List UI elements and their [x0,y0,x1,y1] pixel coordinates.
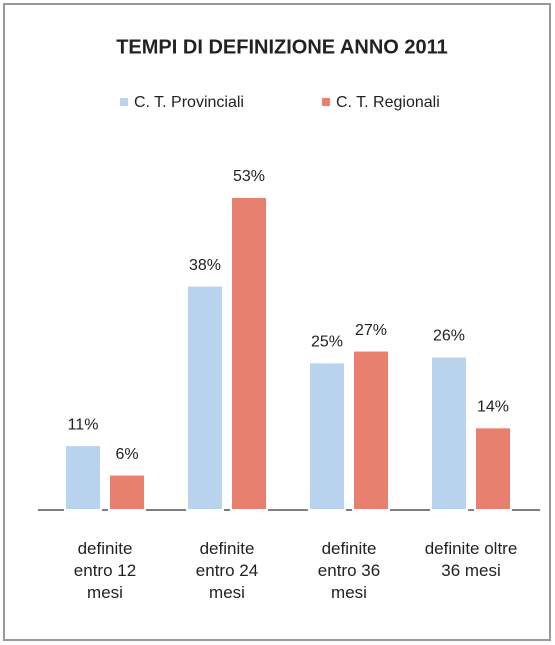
bar [186,284,224,511]
bar [64,444,102,512]
bar [308,361,346,511]
legend-swatch [120,98,128,106]
legend-label: C. T. Provinciali [134,94,244,111]
chart-title: TEMPI DI DEFINIZIONE ANNO 2011 [116,36,448,58]
bar [474,426,512,511]
bar [230,196,268,511]
data-label: 53% [233,168,265,185]
data-label: 25% [311,334,343,351]
x-tick-label: definite entro 24 mesi [195,539,259,602]
data-label: 38% [189,257,221,274]
bar [352,349,390,512]
x-tick-label: definite entro 12 mesi [73,539,137,602]
chart-frame [3,3,551,641]
data-label: 27% [355,322,387,339]
data-label: 26% [433,328,465,345]
data-label: 14% [477,399,509,416]
data-label: 11% [68,416,99,433]
legend-swatch [322,98,330,106]
legend-label: C. T. Regionali [336,94,440,111]
x-tick-label: definite oltre 36 mesi [424,539,518,580]
bar [430,355,468,511]
data-label: 6% [115,446,138,463]
bar [108,473,146,512]
x-tick-label: definite entro 36 mesi [317,539,381,602]
